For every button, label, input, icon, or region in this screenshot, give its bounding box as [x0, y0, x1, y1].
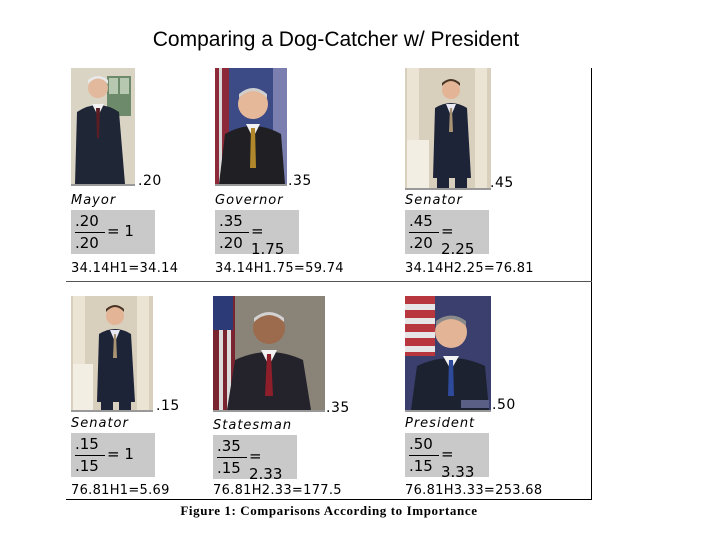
fraction-denominator: .20 [75, 234, 99, 252]
mayor-photo [71, 68, 135, 186]
ratio-fraction: .20 .20 = 1 [71, 210, 155, 254]
fraction-bar [75, 232, 105, 233]
cell-mayor: .20 Mayor .20 .20 = 1 34.14H1=34.14 [66, 68, 256, 280]
fraction-result: = 3.33 [441, 445, 475, 481]
ratio-fraction: .45 .20 = 2.25 [405, 210, 489, 258]
role-label: Senator [71, 416, 129, 431]
figure-caption: Figure 1: Comparisons According to Impor… [180, 503, 478, 518]
fraction-numerator: .15 [75, 435, 99, 453]
fraction-numerator: .35 [219, 212, 243, 230]
cell-statesman: .35 Statesman .35 .15 = 2.33 76.81H2.33=… [208, 296, 398, 508]
fraction-denominator: .20 [409, 234, 433, 252]
fraction-bar [409, 455, 439, 456]
importance-score: .50 [492, 397, 516, 413]
governor-photo [215, 68, 287, 186]
figure-frame [66, 68, 592, 500]
weighted-equation: 76.81H2.33=177.5 [213, 483, 342, 498]
weighted-equation: 76.81H3.33=253.68 [405, 483, 543, 498]
importance-score: .35 [326, 400, 350, 416]
importance-score: .20 [138, 173, 162, 189]
ratio-fraction: .15 .15 = 1 [71, 433, 155, 477]
president-photo [405, 296, 491, 412]
fraction-numerator: .20 [75, 212, 99, 230]
fraction-result: = 1.75 [251, 222, 285, 258]
senator-photo [405, 68, 491, 190]
fraction-bar [217, 457, 247, 458]
fraction-denominator: .15 [217, 459, 241, 477]
senator-photo [71, 296, 153, 412]
statesman-photo [213, 296, 325, 412]
fraction-numerator: .35 [217, 437, 241, 455]
cell-senator: .45 Senator .45 .20 = 2.25 34.14H2.25=76… [400, 68, 590, 280]
fraction-bar [75, 455, 105, 456]
fraction-numerator: .50 [409, 435, 433, 453]
role-label: Senator [405, 193, 463, 208]
importance-score: .45 [490, 175, 514, 191]
page-title: Comparing a Dog-Catcher w/ President [152, 28, 520, 51]
role-label: Mayor [71, 193, 117, 208]
cell-senator-2: .15 Senator .15 .15 = 1 76.81H1=5.69 [66, 296, 256, 508]
row-divider [66, 281, 592, 282]
fraction-result: = 2.33 [249, 447, 283, 483]
fraction-bar [219, 232, 249, 233]
weighted-equation: 76.81H1=5.69 [71, 483, 170, 498]
fraction-denominator: .15 [75, 457, 99, 475]
weighted-equation: 34.14H1=34.14 [71, 261, 179, 276]
ratio-fraction: .50 .15 = 3.33 [405, 433, 489, 481]
weighted-equation: 34.14H2.25=76.81 [405, 261, 534, 276]
fraction-result: = 1 [107, 222, 134, 240]
cell-governor: .35 Governor .35 .20 = 1.75 34.14H1.75=5… [210, 68, 400, 280]
fraction-denominator: .15 [409, 457, 433, 475]
role-label: President [405, 416, 476, 431]
cell-president: .50 President .50 .15 = 3.33 76.81H3.33=… [400, 296, 590, 508]
fraction-result: = 2.25 [441, 222, 475, 258]
weighted-equation: 34.14H1.75=59.74 [215, 261, 344, 276]
fraction-numerator: .45 [409, 212, 433, 230]
importance-score: .35 [288, 173, 312, 189]
role-label: Governor [215, 193, 284, 208]
fraction-result: = 1 [107, 445, 134, 463]
ratio-fraction: .35 .20 = 1.75 [215, 210, 299, 258]
importance-score: .15 [156, 398, 180, 414]
fraction-denominator: .20 [219, 234, 243, 252]
fraction-bar [409, 232, 439, 233]
ratio-fraction: .35 .15 = 2.33 [213, 435, 297, 483]
role-label: Statesman [213, 418, 293, 433]
